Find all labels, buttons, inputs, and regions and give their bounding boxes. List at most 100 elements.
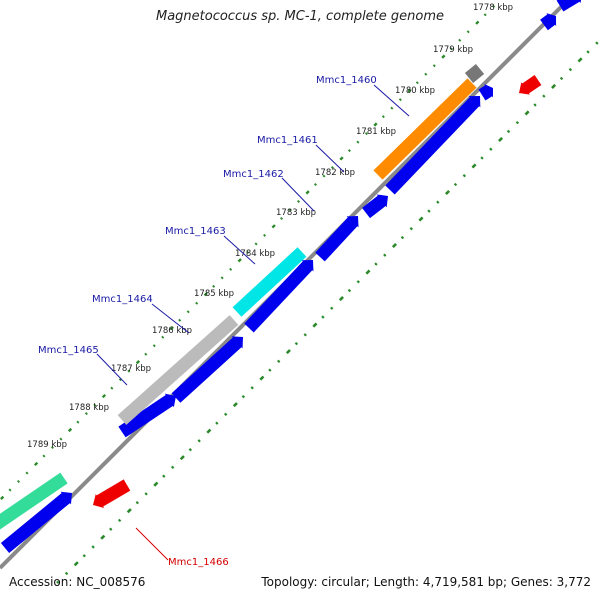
outer-tick-mark [453, 182, 458, 187]
outer-tick-mark [82, 554, 86, 558]
cds-arrow [362, 194, 388, 219]
cds-arrow [540, 13, 557, 31]
inner-tick-mark [42, 454, 46, 458]
outer-tick-mark [241, 394, 246, 399]
inner-tick-mark [347, 149, 351, 153]
gene-label-leader [151, 303, 190, 334]
inner-tick-mark [161, 335, 165, 339]
inner-tick-mark [364, 132, 368, 136]
inner-tick-mark [297, 199, 301, 203]
outer-tick-mark [100, 534, 106, 540]
gene-label: Mmc1_1462 [223, 169, 284, 180]
ruler-tick-label: 1787 kbp [111, 364, 151, 374]
outer-tick-mark [462, 174, 466, 178]
reverse-feature [519, 75, 542, 95]
outer-tick-track [56, 41, 599, 584]
inner-tick-mark [76, 420, 80, 424]
gene-bar-mmc1-1460 [373, 78, 477, 180]
outer-tick-mark [206, 428, 212, 434]
ruler-tick-label: 1784 kbp [235, 249, 275, 259]
outer-tick-mark [383, 253, 387, 257]
inner-tick-mark [229, 267, 233, 271]
ruler-tick-label: 1789 kbp [27, 440, 67, 450]
inner-tick-mark [305, 190, 310, 195]
outer-tick-mark [436, 200, 440, 204]
outer-tick-mark [73, 561, 79, 567]
gene-labels: Mmc1_1460 Mmc1_1461 Mmc1_1462 Mmc1_1463 Mmc1… [38, 75, 410, 568]
inner-tick-mark [313, 183, 317, 187]
outer-tick-mark [347, 288, 352, 293]
outer-tick-mark [391, 243, 397, 249]
outer-tick-mark [418, 216, 424, 222]
inner-tick-mark [127, 369, 131, 373]
inner-tick-mark [169, 326, 174, 331]
outer-tick-mark [56, 580, 60, 584]
inner-tick-mark [110, 386, 114, 390]
outer-tick-mark [188, 448, 192, 452]
inner-tick-mark [483, 13, 487, 17]
outer-tick-mark [126, 508, 132, 514]
outer-tick-mark [224, 412, 228, 416]
inner-tick-track [0, 4, 496, 500]
gene-bar-mmc1-1464 [117, 315, 239, 425]
outer-tick-mark [568, 67, 573, 72]
outer-tick-mark [330, 306, 334, 310]
inner-tick-mark [220, 276, 224, 280]
outer-tick-mark [153, 481, 159, 487]
inner-tick-mark [288, 208, 292, 212]
outer-tick-mark [117, 518, 122, 523]
outer-tick-mark [91, 545, 95, 549]
outer-tick-mark [542, 94, 546, 98]
outer-tick-mark [498, 136, 504, 142]
inner-tick-mark [390, 106, 394, 110]
gene-bar-cap [464, 63, 485, 84]
map-title: Magnetococcus sp. MC-1, complete genome [155, 9, 445, 24]
genome-backbone [0, 0, 571, 570]
outer-tick-mark [197, 439, 201, 443]
cds-arrow [478, 83, 493, 101]
inner-tick-mark [237, 258, 242, 263]
ruler-labels: 1778 kbp 1779 kbp 1780 kbp 1781 kbp 1782 kbp… [27, 3, 513, 450]
outer-tick-mark [559, 76, 564, 81]
outer-tick-mark [427, 209, 431, 213]
inner-tick-mark [432, 64, 436, 68]
inner-tick-mark [135, 360, 140, 365]
inner-tick-mark [254, 242, 258, 246]
ruler-tick-label: 1782 kbp [315, 168, 355, 178]
outer-tick-mark [303, 333, 307, 337]
outer-tick-mark [374, 262, 378, 266]
outer-tick-mark [480, 156, 484, 160]
gene-label-leader [135, 527, 169, 561]
outer-tick-mark [312, 322, 318, 328]
ruler-tick-label: 1781 kbp [356, 127, 396, 137]
outer-tick-mark [294, 341, 299, 346]
inner-tick-mark [144, 352, 148, 356]
outer-tick-mark [144, 492, 148, 496]
outer-tick-mark [409, 227, 413, 231]
outer-tick-mark [551, 83, 557, 89]
outer-tick-mark [489, 147, 493, 151]
outer-tick-mark [586, 50, 590, 54]
gene-label: Mmc1_1463 [165, 226, 226, 237]
inner-tick-mark [339, 156, 344, 161]
reverse-feature-track [93, 75, 542, 508]
ruler-tick-label: 1788 kbp [69, 403, 109, 413]
outer-tick-mark [162, 474, 166, 478]
outer-tick-mark [524, 110, 530, 116]
inner-tick-mark [203, 292, 208, 297]
inner-tick-mark [407, 88, 412, 93]
inner-tick-mark [8, 488, 12, 492]
gene-label-leader [315, 144, 345, 173]
ruler-tick-label: 1780 kbp [395, 86, 435, 96]
ruler-tick-label: 1779 kbp [433, 45, 473, 55]
gene-label-leader [373, 84, 410, 117]
outer-tick-mark [277, 359, 281, 363]
inner-tick-mark [67, 427, 73, 433]
inner-tick-mark [415, 81, 419, 85]
cds-arrow [118, 393, 176, 438]
outer-tick-mark [232, 402, 238, 408]
inner-tick-mark [330, 166, 334, 170]
outer-tick-mark [506, 129, 511, 134]
gene-bar-mmc1-1463 [232, 247, 307, 317]
